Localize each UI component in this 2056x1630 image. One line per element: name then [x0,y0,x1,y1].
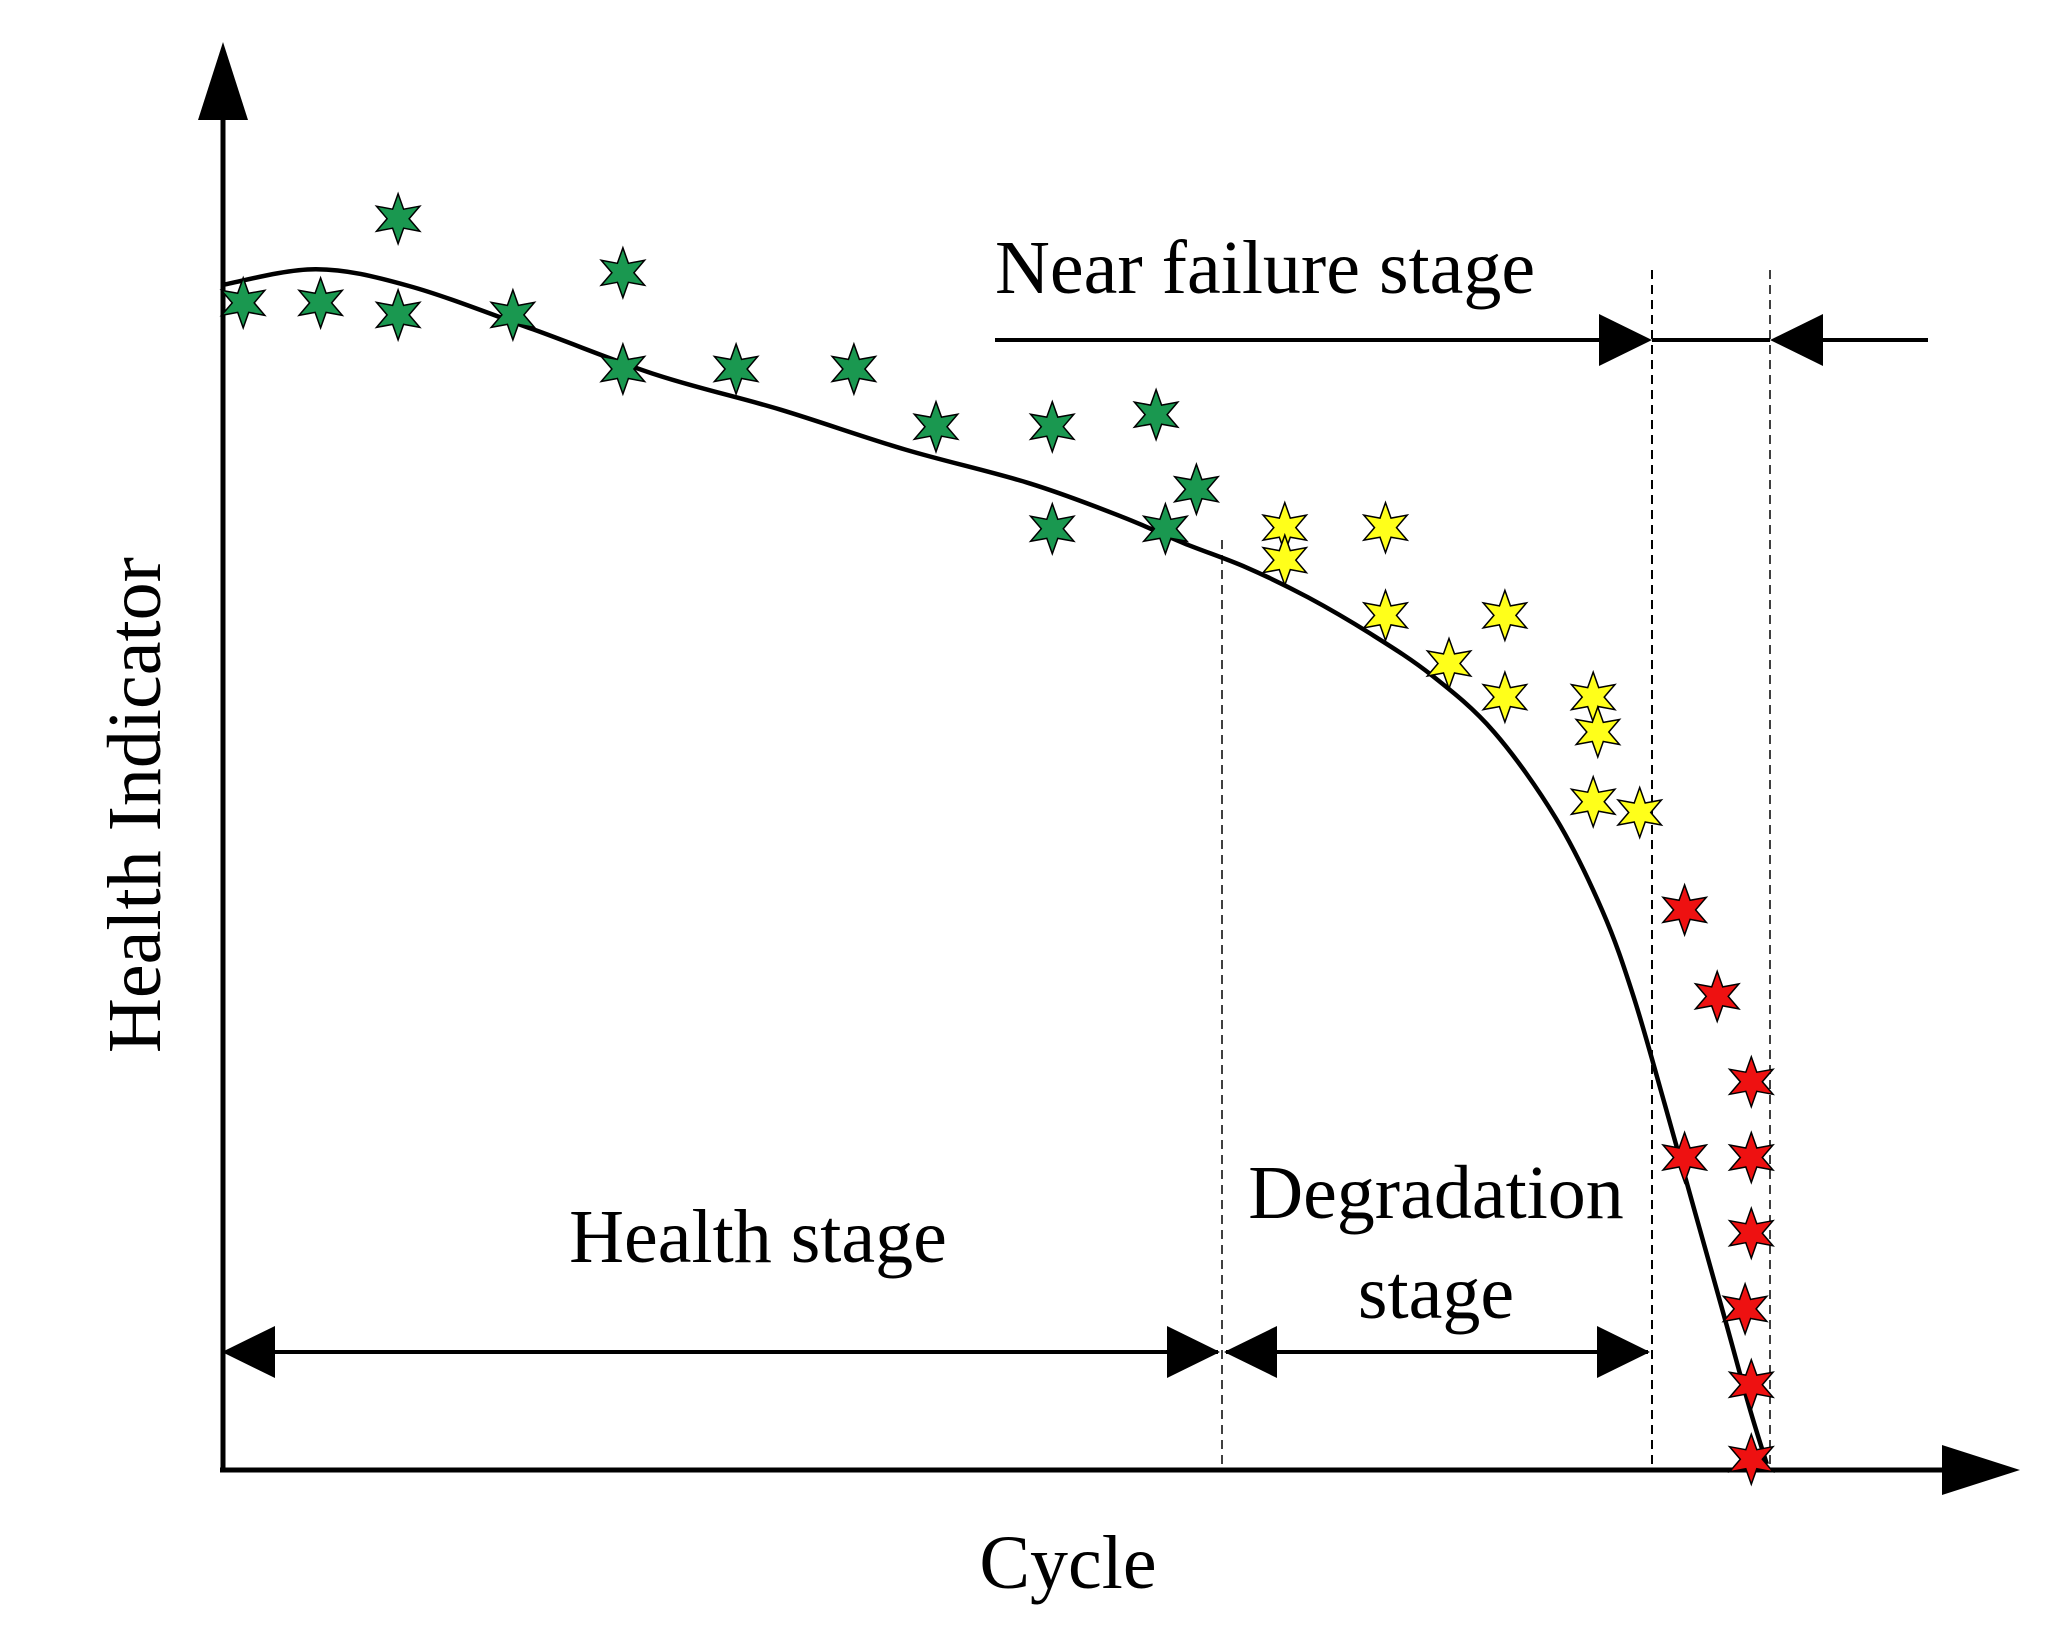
degradation-point [1361,588,1410,643]
health-point [599,245,647,301]
degradation-point [1569,669,1617,725]
health-stage-label: Health stage [569,1195,947,1279]
health-point [1132,387,1180,442]
degradation-point [1481,588,1529,643]
near-failure-point [1661,882,1709,938]
x-axis-arrowhead [1942,1445,2020,1495]
degradation-stage-label-line2: stage [1358,1251,1514,1335]
degradation-point [1361,500,1410,555]
y-axis-arrowhead [198,42,248,120]
health-point [830,341,878,397]
degradation-stage-label-line1: Degradation [1248,1151,1624,1235]
health-point [912,399,960,454]
health-point [1172,461,1221,517]
health-point [489,287,537,343]
degradation-stage-arrow-left [1224,1326,1277,1378]
health-point [374,287,422,343]
x-axis-label: Cycle [979,1521,1156,1605]
near-failure-point [1727,1205,1775,1261]
health-indicator-curve [222,266,1769,1465]
health-point [297,275,345,331]
near-failure-point [1693,969,1741,1024]
health-point [374,191,422,246]
y-axis-label: Health Indicator [93,557,177,1053]
scatter-points [219,191,1775,1487]
degradation-point [1481,669,1529,725]
near-failure-stage-label: Near failure stage [995,226,1535,310]
near-failure-arrow-left-head [1599,314,1652,366]
near-failure-point [1721,1281,1769,1337]
degradation-point [1569,774,1617,829]
near-failure-point [1727,1431,1775,1487]
health-point [712,341,760,397]
health-stage-arrow-left [222,1326,275,1378]
degradation-point [1616,785,1664,840]
health-stage-arrow-right [1167,1326,1220,1378]
degradation-point [1574,704,1622,760]
degradation-point [1425,636,1473,691]
degradation-stage-arrow-right [1597,1326,1650,1378]
near-failure-point [1727,1357,1775,1412]
near-failure-point [1727,1130,1775,1185]
degradation-point [1261,532,1309,588]
health-point [1141,501,1190,557]
health-point [1028,399,1076,454]
health-point [599,341,647,397]
near-failure-arrow-right-head [1770,314,1823,366]
health-point [1028,501,1076,557]
near-failure-point [1727,1054,1775,1110]
near-failure-point [1661,1130,1709,1185]
health-point [219,275,267,331]
